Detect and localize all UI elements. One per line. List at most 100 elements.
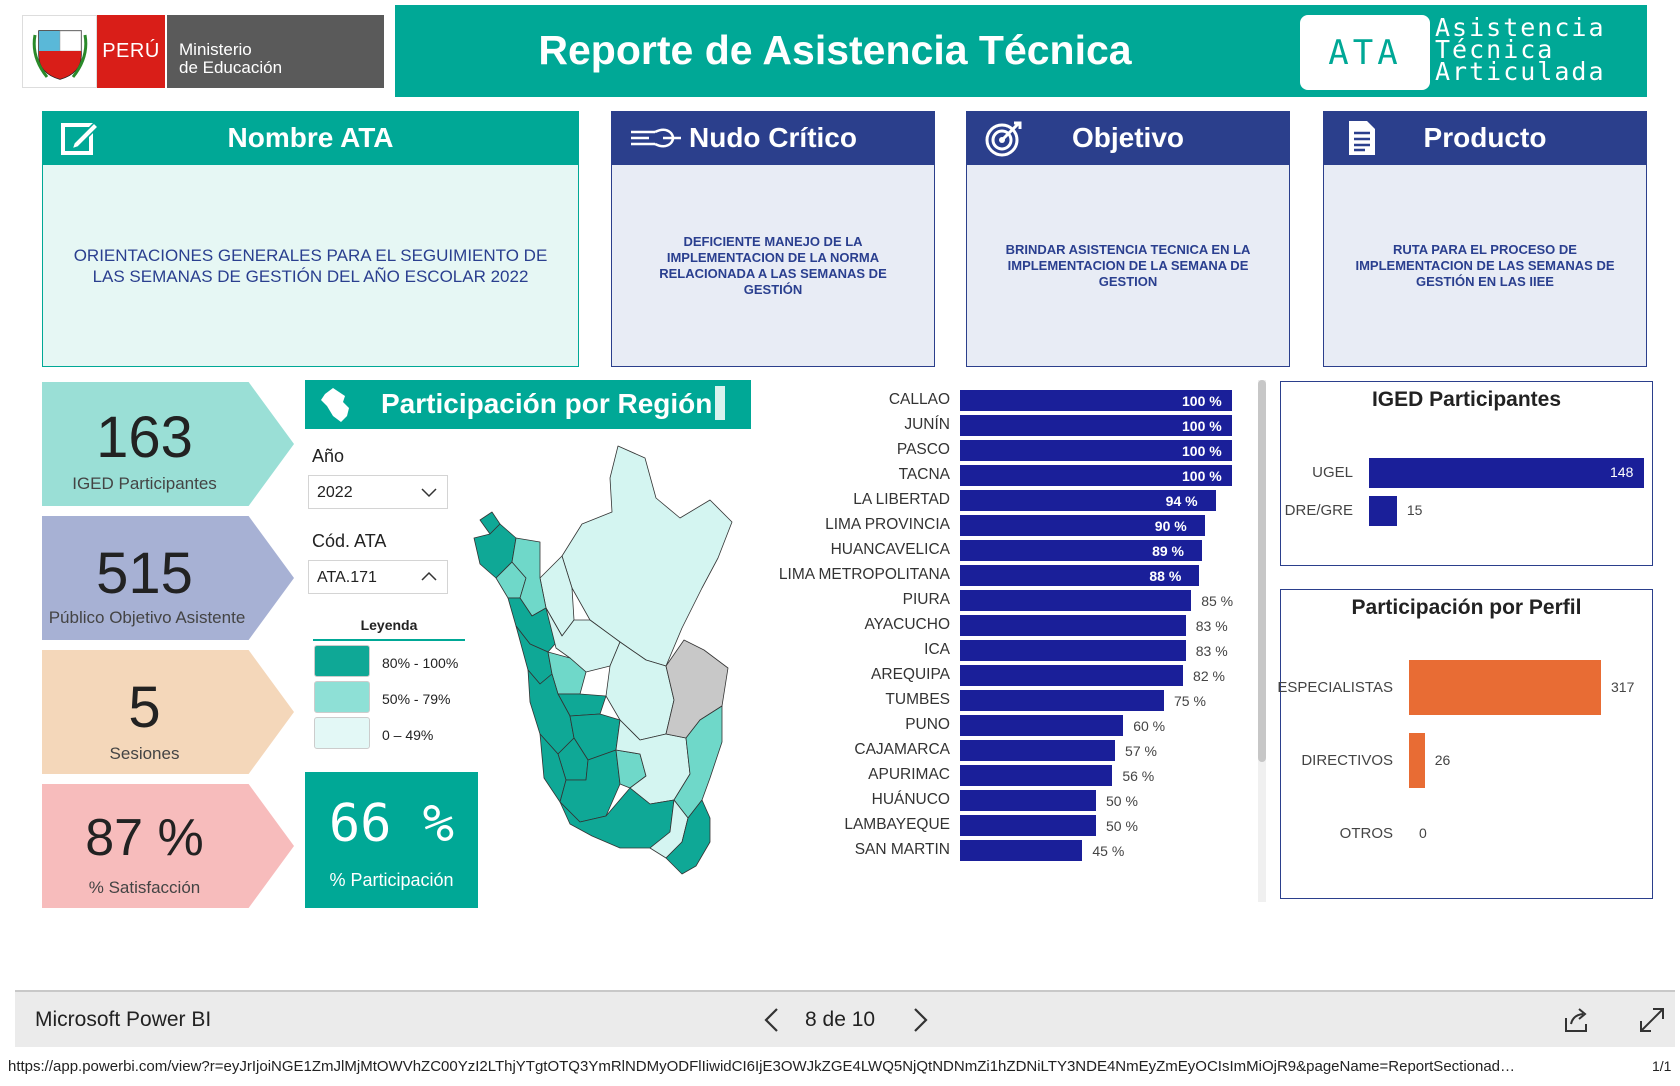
- region-bar[interactable]: [960, 515, 1205, 536]
- region-name: CAJAMARCA: [854, 741, 950, 758]
- region-bar[interactable]: [960, 815, 1096, 836]
- region-bar-row[interactable]: ICA 83 %: [760, 638, 1260, 665]
- bar[interactable]: [1409, 660, 1601, 715]
- region-bar-row[interactable]: PUNO 60 %: [760, 713, 1260, 740]
- powerbi-footer: Microsoft Power BI 8 de 10: [15, 992, 1675, 1047]
- region-value: 45 %: [1092, 843, 1125, 859]
- region-bar[interactable]: [960, 740, 1116, 761]
- bar[interactable]: [1369, 458, 1644, 488]
- bar-category-label: OTROS: [1339, 824, 1393, 842]
- region-bar[interactable]: [960, 715, 1124, 736]
- region-bar-row[interactable]: PASCO 100 %: [760, 438, 1260, 465]
- chevron-right-icon[interactable]: [908, 1006, 932, 1034]
- region-value: 56 %: [1122, 768, 1155, 784]
- region-value: 100 %: [1182, 418, 1222, 434]
- region-bar[interactable]: [960, 565, 1200, 586]
- chevron-left-icon[interactable]: [760, 1006, 784, 1034]
- region-bar-row[interactable]: TUMBES 75 %: [760, 688, 1260, 715]
- region-bar-row[interactable]: SAN MARTIN 45 %: [760, 838, 1260, 865]
- region-bar[interactable]: [960, 415, 1232, 436]
- year-dropdown[interactable]: 2022: [308, 475, 448, 509]
- page-url: https://app.powerbi.com/view?r=eyJrIjoiN…: [8, 1058, 1516, 1075]
- kpi-label: % Satisfacción: [88, 878, 201, 897]
- share-icon[interactable]: [1563, 1006, 1591, 1034]
- region-bar-row[interactable]: LIMA METROPOLITANA 88 %: [760, 563, 1260, 590]
- region-bar-row[interactable]: LA LIBERTAD 94 %: [760, 488, 1260, 515]
- peru-map-icon: [321, 388, 349, 422]
- region-bar-row[interactable]: JUNÍN 100 %: [760, 413, 1260, 440]
- region-bar-row[interactable]: HUÁNUCO 50 %: [760, 788, 1260, 815]
- region-name: CALLAO: [888, 391, 950, 408]
- legend-swatch-low: [314, 717, 370, 749]
- region-value: 89 %: [1152, 543, 1184, 559]
- region-bar[interactable]: [960, 590, 1192, 611]
- card-title: Producto: [1423, 122, 1547, 153]
- region-bar[interactable]: [960, 690, 1164, 711]
- region-value: 100 %: [1182, 393, 1222, 409]
- card-body: DEFICIENTE MANEJO DE LA IMPLEMENTACION D…: [611, 165, 935, 367]
- region-bar-row[interactable]: CALLAO 100 %: [760, 388, 1260, 415]
- bar-value-label: 148: [1610, 464, 1634, 480]
- region-bar[interactable]: [960, 540, 1203, 561]
- card-body: BRINDAR ASISTENCIA TECNICA EN LA IMPLEME…: [966, 165, 1290, 367]
- region-bar[interactable]: [960, 640, 1186, 661]
- region-bar-row[interactable]: AYACUCHO 83 %: [760, 613, 1260, 640]
- region-bar-row[interactable]: PIURA 85 %: [760, 588, 1260, 615]
- region-bar[interactable]: [960, 615, 1186, 636]
- fullscreen-icon[interactable]: [1638, 1006, 1666, 1034]
- ministry-line2: de Educación: [179, 58, 283, 77]
- chevron-up-icon: [421, 571, 437, 581]
- map-region-tacna: [665, 799, 711, 875]
- minedu-logo: PERÚ Ministerio de Educación: [22, 15, 384, 88]
- region-bar-row[interactable]: APURIMAC 56 %: [760, 763, 1260, 790]
- region-value: 90 %: [1154, 518, 1187, 534]
- region-name: AREQUIPA: [871, 666, 950, 683]
- card-body: RUTA PARA EL PROCESO DE IMPLEMENTACION D…: [1323, 165, 1647, 367]
- region-title: Participación por Región: [381, 388, 713, 419]
- kpi-value: 515: [96, 541, 193, 606]
- region-bar[interactable]: [960, 840, 1083, 861]
- card-header: Nombre ATA: [42, 111, 579, 165]
- kpi-sesiones: 5 Sesiones: [42, 650, 294, 774]
- region-bar[interactable]: [960, 665, 1184, 686]
- bar-value-label: 0: [1419, 824, 1427, 841]
- peru-region-map[interactable]: [470, 438, 790, 894]
- region-value: 82 %: [1193, 668, 1225, 684]
- kpi-value: 5: [128, 675, 161, 740]
- region-bar[interactable]: [960, 465, 1232, 486]
- region-name: ICA: [924, 641, 950, 658]
- code-selected-value: ATA.171: [317, 569, 377, 586]
- region-bar-row[interactable]: CAJAMARCA 57 %: [760, 738, 1260, 765]
- chart-title: Participación por Perfil: [1351, 596, 1582, 619]
- region-chart-scroll-thumb[interactable]: [1258, 380, 1266, 762]
- kpi-publico-objetivo: 515 Público Objetivo Asistente: [42, 516, 294, 640]
- ata-line2: Técnica: [1435, 35, 1555, 64]
- bar-category-label: DIRECTIVOS: [1301, 751, 1393, 769]
- region-bar-row[interactable]: LAMBAYEQUE 50 %: [760, 813, 1260, 840]
- participacion-perfil-chart: Participación por Perfil ESPECIALISTAS 31…: [1277, 589, 1653, 899]
- region-name: HUÁNUCO: [871, 791, 950, 808]
- card-title: Nombre ATA: [227, 122, 394, 153]
- region-bar-row[interactable]: LIMA PROVINCIA 90 %: [760, 513, 1260, 540]
- document-icon: [1349, 121, 1375, 155]
- region-bar-row[interactable]: AREQUIPA 82 %: [760, 663, 1260, 690]
- card-header: Objetivo: [966, 111, 1290, 165]
- year-filter-label: Año: [312, 446, 345, 466]
- region-bar[interactable]: [960, 440, 1232, 461]
- region-bar[interactable]: [960, 390, 1232, 411]
- bar[interactable]: [1409, 733, 1425, 788]
- powerbi-brand[interactable]: Microsoft Power BI: [35, 1008, 212, 1031]
- region-value: 50 %: [1106, 793, 1138, 809]
- participacion-value: 66 %: [328, 794, 455, 854]
- legend-label-mid: 50% - 79%: [382, 691, 451, 707]
- region-bar[interactable]: [960, 765, 1113, 786]
- code-dropdown[interactable]: ATA.171: [308, 560, 448, 594]
- region-bar[interactable]: [960, 490, 1216, 511]
- region-bar-row[interactable]: TACNA 100 %: [760, 463, 1260, 490]
- region-bar-row[interactable]: HUANCAVELICA 89 %: [760, 538, 1260, 565]
- region-value: 85 %: [1201, 593, 1234, 609]
- region-bar[interactable]: [960, 790, 1096, 811]
- bar[interactable]: [1369, 496, 1397, 526]
- kpi-label: Sesiones: [109, 744, 180, 763]
- ata-full-name: Asistencia Técnica Articulada: [1435, 15, 1606, 84]
